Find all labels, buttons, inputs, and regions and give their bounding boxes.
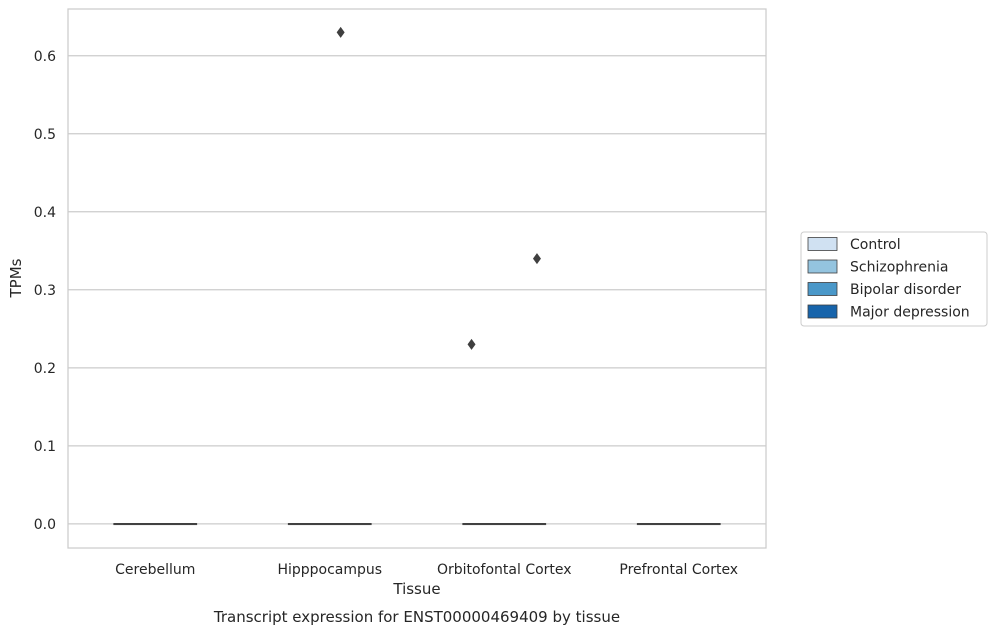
x-tick-labels: Cerebellum Hipppocampus Orbitofontal Corte… xyxy=(115,562,738,578)
legend-swatch xyxy=(807,282,838,296)
y-tick-labels: 0.0 0.1 0.2 0.3 0.4 0.5 0.6 xyxy=(34,49,56,533)
outlier-points xyxy=(336,26,541,350)
y-tick-label: 0.5 xyxy=(34,127,56,143)
y-axis-label: TPMs xyxy=(7,258,25,298)
x-tick-label: Hipppocampus xyxy=(277,562,382,578)
plot-frame xyxy=(67,8,767,549)
legend-label: Major depression xyxy=(850,305,970,321)
y-tick-label: 0.2 xyxy=(34,361,56,377)
legend-label: Bipolar disorder xyxy=(850,282,961,298)
x-tick-label: Cerebellum xyxy=(115,562,195,578)
y-tick-label: 0.0 xyxy=(34,517,56,533)
outlier-point xyxy=(467,338,476,350)
x-tick-label: Prefrontal Cortex xyxy=(619,562,738,578)
legend-frame xyxy=(800,231,988,327)
y-tick-label: 0.3 xyxy=(34,283,56,299)
y-tick-label: 0.1 xyxy=(34,439,56,455)
legend-swatch xyxy=(807,237,838,251)
y-tick-label: 0.4 xyxy=(34,205,56,221)
legend-swatch xyxy=(807,259,838,274)
legend-swatch xyxy=(807,304,838,319)
x-axis-label: Tissue xyxy=(392,580,440,598)
y-tick-label: 0.6 xyxy=(34,49,56,65)
outlier-point xyxy=(336,26,345,38)
legend: Control Schizophrenia Bipolar disorder Majo… xyxy=(800,231,988,327)
outlier-point xyxy=(532,253,541,265)
x-tick-label: Orbitofontal Cortex xyxy=(437,562,572,578)
chart-caption: Transcript expression for ENST0000046940… xyxy=(213,608,620,626)
legend-label: Control xyxy=(850,237,901,253)
legend-label: Schizophrenia xyxy=(850,260,948,276)
boxes xyxy=(113,523,721,526)
